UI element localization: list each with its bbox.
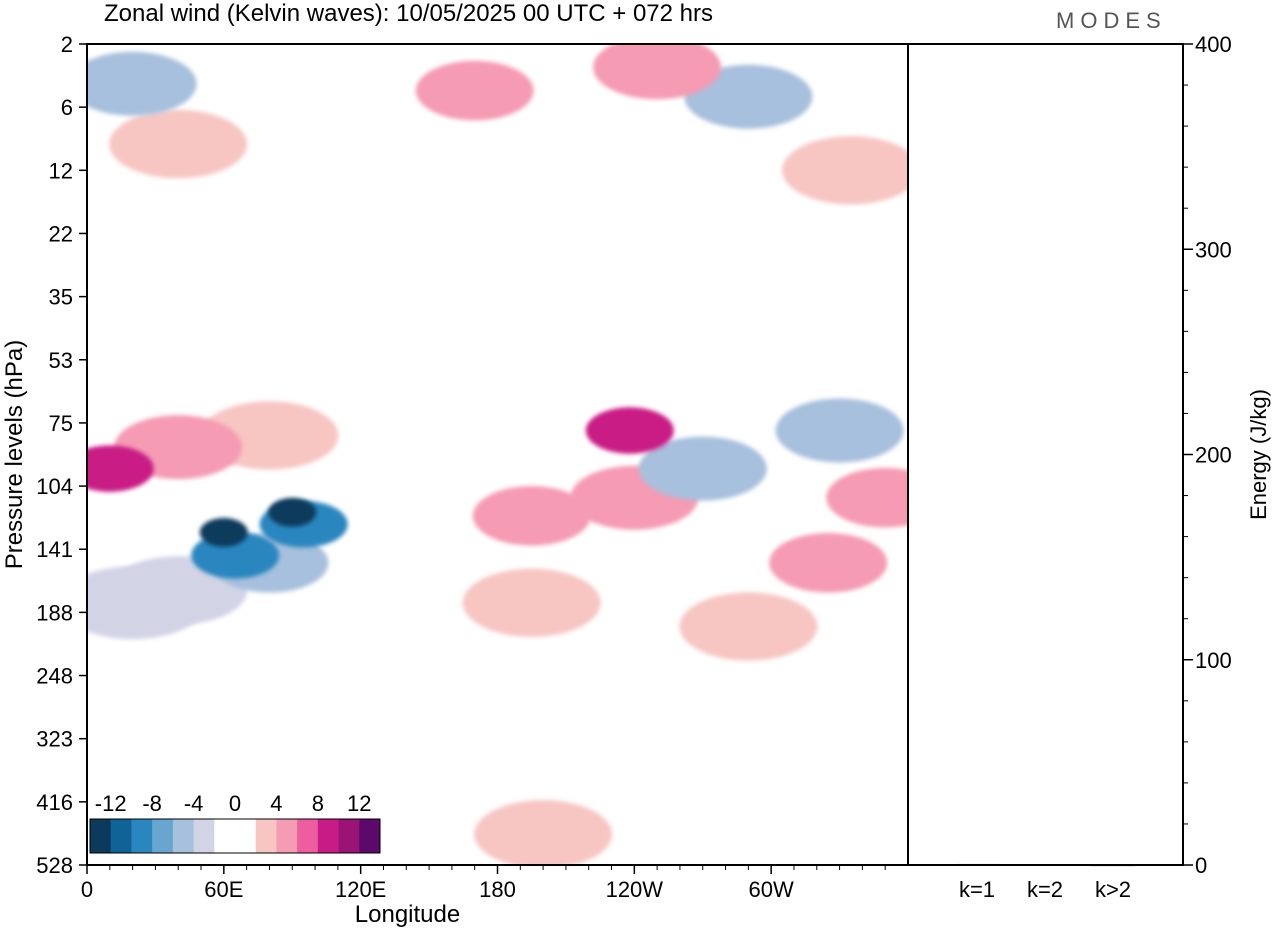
colorbar-swatch-12 — [338, 819, 360, 853]
colorbar-swatch-6 — [214, 819, 236, 853]
heatmap-cell-23 — [585, 407, 674, 454]
heatmap-cell-6 — [109, 109, 248, 179]
colorbar: -12 -8 -4 0 4 8 12 — [89, 791, 381, 854]
colorbar-label-1: -8 — [142, 791, 162, 816]
energy-category-0: k=1 — [959, 877, 995, 902]
y-tick-label-4: 35 — [49, 285, 73, 310]
y-tick-label-13: 528 — [36, 853, 73, 878]
energy-axis-label: Energy (J/kg) — [1246, 389, 1271, 520]
colorbar-swatch-9 — [276, 819, 298, 853]
y-tick-label-7: 104 — [36, 474, 73, 499]
x-tick-label-3: 180 — [479, 877, 516, 902]
y-tick-label-6: 75 — [49, 411, 73, 436]
heatmap-cell-18 — [769, 533, 888, 593]
heatmap-cell-10 — [638, 436, 767, 501]
heatmap-cell-13 — [593, 44, 722, 100]
heatmap-cell-22 — [87, 445, 154, 492]
colorbar-label-0: -12 — [95, 791, 127, 816]
colorbar-swatch-0 — [90, 819, 112, 853]
energy-frame — [907, 43, 1184, 866]
y-tick-label-2: 12 — [49, 158, 73, 183]
x-tick-label-1: 60E — [204, 877, 243, 902]
heatmap-cell-25 — [268, 497, 317, 527]
heatmap-cell-14 — [87, 51, 197, 116]
heatmap-cell-4 — [679, 592, 818, 661]
energy-tick-label-4: 400 — [1195, 32, 1232, 57]
colorbar-swatch-1 — [110, 819, 132, 853]
x-axis-label: Longitude — [355, 901, 460, 928]
y-tick-label-9: 188 — [36, 600, 73, 625]
colorbar-label-4: 4 — [270, 791, 282, 816]
y-tick-label-10: 248 — [36, 664, 73, 689]
colorbar-swatch-8 — [255, 819, 277, 853]
x-tick-label-4: 120W — [606, 877, 664, 902]
colorbar-swatch-11 — [317, 819, 339, 853]
colorbar-swatch-4 — [172, 819, 194, 853]
heatmap-cell-3 — [462, 568, 601, 637]
colorbar-label-5: 8 — [312, 791, 324, 816]
heatmap-cell-19 — [415, 60, 534, 121]
chart-title: Zonal wind (Kelvin waves): 10/05/2025 00… — [104, 0, 713, 27]
colorbar-label-2: -4 — [184, 791, 204, 816]
x-tick-label-0: 0 — [81, 877, 93, 902]
x-tick-label-5: 60W — [749, 877, 794, 902]
y-tick-label-1: 6 — [61, 95, 73, 120]
energy-category-2: k>2 — [1095, 877, 1131, 902]
colorbar-frame — [89, 818, 381, 854]
heatmap-cell-5 — [474, 800, 613, 865]
colorbar-swatch-13 — [359, 819, 381, 853]
heatmap-cell-17 — [826, 467, 908, 528]
heatmap-cell-7 — [782, 136, 908, 205]
energy-tick-label-0: 0 — [1195, 853, 1207, 878]
heatmap-cell-11 — [775, 398, 904, 463]
y-axis-label: Pressure levels (hPa) — [1, 340, 28, 569]
colorbar-swatch-5 — [193, 819, 215, 853]
colorbar-label-3: 0 — [229, 791, 241, 816]
x-tick-label-2: 120E — [335, 877, 386, 902]
energy-tick-label-2: 200 — [1195, 443, 1232, 468]
brand-logo: MODES — [1056, 8, 1167, 33]
heatmap-cell-16 — [472, 486, 591, 546]
colorbar-swatch-10 — [297, 819, 319, 853]
colorbar-swatch-7 — [235, 819, 257, 853]
y-tick-label-3: 22 — [49, 221, 73, 246]
y-tick-label-8: 141 — [36, 537, 73, 562]
heatmap-cell-12 — [684, 64, 813, 129]
y-tick-label-11: 323 — [36, 727, 73, 752]
y-tick-label-5: 53 — [49, 348, 73, 373]
y-tick-label-0: 2 — [61, 32, 73, 57]
heatmap-cell-24 — [199, 518, 248, 547]
colorbar-label-6: 12 — [347, 791, 371, 816]
y-tick-label-12: 416 — [36, 790, 73, 815]
colorbar-swatch-2 — [131, 819, 153, 853]
heatmap-field — [87, 44, 908, 865]
energy-axes: 0 100 200 300 400 k=1 k=2 k>2 Energy (J/kg) — [907, 32, 1271, 902]
colorbar-swatch-3 — [152, 819, 174, 853]
energy-tick-label-1: 100 — [1195, 648, 1232, 673]
energy-tick-label-3: 300 — [1195, 237, 1232, 262]
energy-category-1: k=2 — [1027, 877, 1063, 902]
